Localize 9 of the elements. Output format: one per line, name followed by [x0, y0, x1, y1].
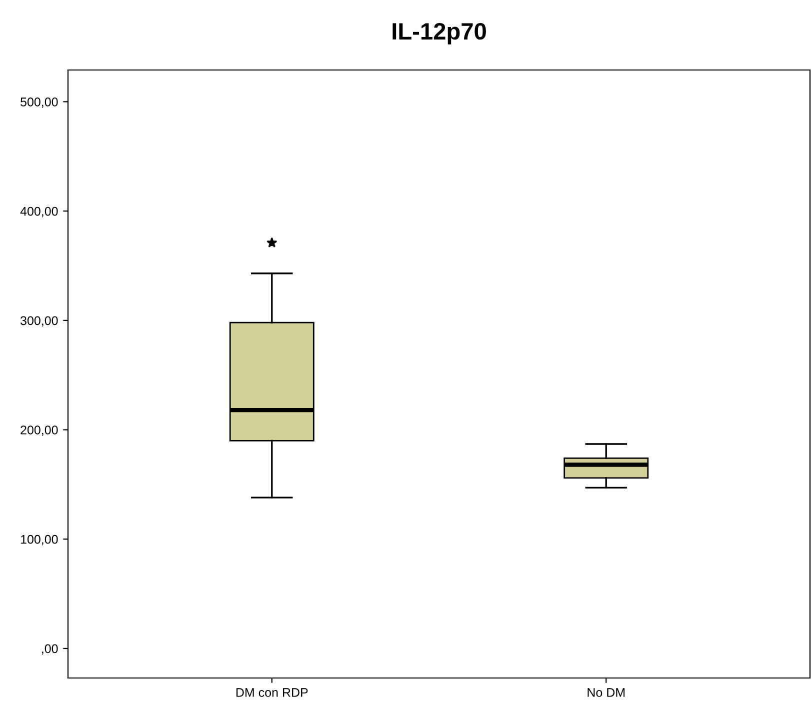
- y-tick-label: 300,00: [20, 316, 58, 327]
- x-tick-label: DM con RDP: [236, 688, 308, 697]
- y-tick-label: 100,00: [21, 534, 58, 546]
- y-tick-label: 500,00: [20, 98, 58, 108]
- y-tick-label: ,00: [42, 644, 58, 655]
- x-tick-label: No DM: [588, 688, 625, 697]
- chart-title: IL-12p70: [392, 22, 486, 44]
- y-tick-label: 400,00: [20, 206, 58, 218]
- y-tick-label: 200,00: [20, 426, 58, 436]
